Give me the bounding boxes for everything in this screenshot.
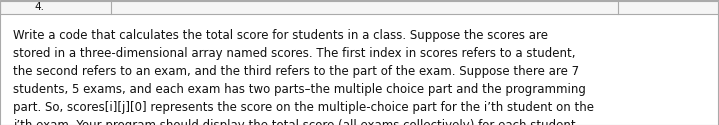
Bar xyxy=(0,0,719,14)
Text: Write a code that calculates the total score for students in a class. Suppose th: Write a code that calculates the total s… xyxy=(13,29,594,125)
Text: 4.: 4. xyxy=(34,2,44,12)
Bar xyxy=(0,0,719,14)
